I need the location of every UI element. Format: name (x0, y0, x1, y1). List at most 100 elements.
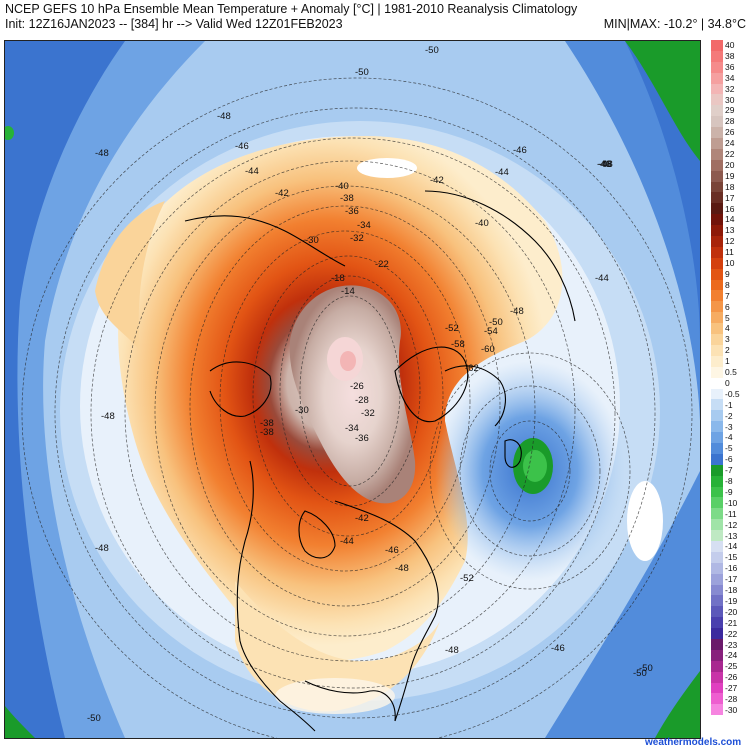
colorbar-swatch (711, 170, 723, 182)
alaska (209, 361, 272, 417)
contour-label: -30 (305, 235, 319, 246)
contour-label: -38 (260, 427, 274, 438)
colorbar-tick-label: 16 (725, 203, 735, 214)
isotherm-contours (21, 77, 693, 738)
colorbar-tick-label: 20 (725, 159, 735, 170)
colorbar-tick-label: 30 (725, 94, 735, 105)
contour-label: -26 (350, 381, 364, 392)
contour-label: -46 (597, 159, 611, 170)
colorbar-tick-label: 10 (725, 258, 735, 268)
green-anomaly-ne (625, 41, 700, 161)
colorbar-tick-label: -26 (725, 672, 738, 683)
contour-label: -40 (335, 181, 349, 192)
contour-label: -48 (598, 159, 612, 170)
contour-label: -40 (475, 218, 489, 229)
colorbar-swatch (711, 410, 723, 422)
colorbar-swatch (711, 72, 723, 84)
colorbar-swatch (711, 442, 723, 454)
colorbar-swatch (711, 61, 723, 73)
colorbar-tick-label: 2 (725, 345, 730, 356)
colorbar-swatch (711, 617, 723, 629)
contour-label: -62 (465, 363, 479, 374)
colorbar-swatch (711, 203, 723, 215)
colorbar-tick-label: 40 (725, 40, 735, 50)
colorbar-swatch (711, 377, 723, 389)
colorbar-tick-label: 26 (725, 127, 735, 138)
colorbar-swatch (711, 94, 723, 106)
colorbar-swatch (711, 290, 723, 302)
colorbar-swatch (711, 551, 723, 563)
contour-label: -44 (245, 166, 259, 177)
colorbar-tick-label: 34 (725, 72, 735, 83)
colorbar-tick-label: 19 (725, 170, 735, 181)
scandinavia (444, 365, 506, 427)
colorbar-tick-label: -30 (725, 704, 738, 715)
contour-label: -54 (484, 326, 498, 337)
contour-label: -58 (451, 339, 465, 350)
contour-label: -34 (345, 423, 359, 434)
contour-label: -48 (95, 543, 109, 554)
colorbar-swatch (711, 138, 723, 149)
colorbar-tick-label: -12 (725, 519, 738, 530)
colorbar-tick-label: -21 (725, 617, 738, 628)
contour-label: -50 (355, 67, 369, 78)
min-max-readout: MIN|MAX: -10.2° | 34.8°C (603, 17, 746, 31)
colorbar-swatch (711, 388, 723, 400)
colorbar-tick-label: -23 (725, 639, 738, 650)
colorbar-tick-label: -19 (725, 595, 738, 606)
contour-label: -44 (340, 536, 354, 547)
colorbar-swatch (711, 366, 723, 378)
colorbar-tick-label: -15 (725, 552, 738, 563)
map-init-valid-time: Init: 12Z16JAN2023 -- [384] hr --> Valid… (5, 17, 343, 31)
colorbar-tick-label: -1 (725, 399, 733, 410)
colorbar-swatch (711, 421, 723, 433)
source-credit[interactable]: weathermodels.com (645, 737, 742, 748)
colorbar-tick-label: -20 (725, 606, 738, 617)
colorbar-swatch (711, 225, 723, 237)
colorbar-tick-label: -11 (725, 508, 737, 519)
colorbar-swatch (711, 105, 723, 117)
colorbar-swatch (711, 344, 723, 356)
contour-label: -46 (235, 141, 249, 152)
contour-label: -14 (341, 286, 355, 297)
colorbar-tick-label: -7 (725, 465, 733, 476)
contour-label: -50 (489, 317, 503, 328)
green-anomaly-sw (5, 706, 35, 738)
colorbar-tick-label: -3 (725, 421, 733, 432)
colorbar-tick-label: -18 (725, 585, 738, 595)
colorbar-swatch (711, 116, 723, 128)
cold-band-southeast (545, 471, 700, 738)
contour-label: -50 (425, 45, 439, 56)
colorbar-tick-label: -5 (725, 443, 733, 454)
colorbar-swatch (711, 693, 723, 705)
colorbar-tick-label: 1 (725, 356, 730, 367)
colorbar-swatch (711, 486, 723, 498)
contour-label: -32 (361, 408, 375, 419)
colorbar-swatch (711, 181, 723, 193)
colorbar-swatch (711, 464, 723, 476)
contour-label: -48 (445, 645, 459, 656)
colorbar-tick-label: -22 (725, 628, 738, 639)
contour-label: -52 (460, 573, 474, 584)
colorbar-swatch (711, 649, 723, 661)
contour-label: -38 (260, 418, 274, 429)
colorbar-swatch (711, 83, 723, 95)
colorbar-tick-label: -2 (725, 410, 733, 421)
colorbar-swatch (711, 584, 723, 596)
contour-label: -42 (355, 513, 369, 524)
colorbar-swatch (711, 475, 723, 487)
colorbar-tick-label: -16 (725, 563, 738, 574)
colorbar-tick-label: 8 (725, 279, 730, 290)
colorbar-tick-label: 5 (725, 312, 730, 323)
anomaly-colorbar (711, 40, 723, 716)
colorbar-swatch (711, 704, 723, 716)
colorbar-swatch (711, 236, 723, 247)
colorbar-swatch (711, 312, 723, 324)
contour-label: -50 (87, 713, 101, 724)
colorbar-tick-label: -9 (725, 486, 733, 497)
contour-label: -36 (345, 206, 359, 217)
colorbar-tick-label: 12 (725, 236, 735, 247)
colorbar-tick-label: -8 (725, 476, 733, 486)
temperature-anomaly-map[interactable]: -50 -50 -48 -48 -46 -44 -42 -40 -38 -36 -34 -32 -30-… (4, 40, 701, 739)
colorbar-tick-label: 0.5 (725, 367, 737, 377)
